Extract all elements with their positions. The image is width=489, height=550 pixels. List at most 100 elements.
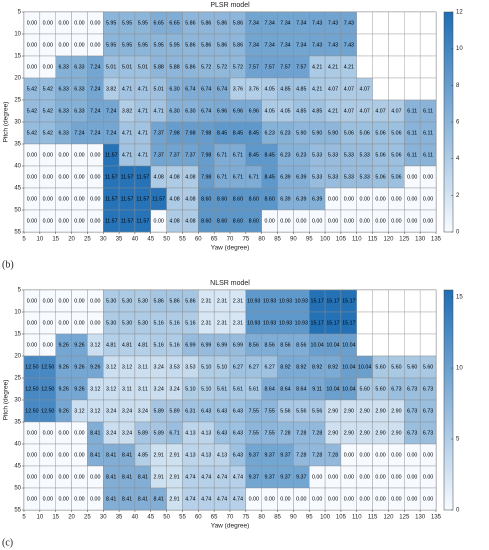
cell-label: 0.00 <box>43 218 53 224</box>
cell-label: 5.89 <box>138 430 148 436</box>
cell-label: 4.81 <box>106 342 116 348</box>
x-axis-label: Yaw (degree) <box>211 523 250 530</box>
cell-label: 7.98 <box>201 174 211 180</box>
colorbar-tick-label: 8 <box>456 83 460 89</box>
cell-label: 10.93 <box>279 320 292 326</box>
y-axis-label: Pitch (degree) <box>3 380 10 421</box>
colorbar-tick-label: 15 <box>456 295 463 301</box>
cell-label: 5.30 <box>122 298 132 304</box>
empty-cell <box>356 33 373 57</box>
y-tick-label: 50 <box>14 486 21 492</box>
y-tick-label: 30 <box>14 398 21 404</box>
cell-label: 0.00 <box>296 496 306 502</box>
empty-cell <box>404 77 421 101</box>
cell-label: 7.24 <box>106 130 116 136</box>
x-tick-label: 130 <box>415 237 426 243</box>
cell-label: 0.00 <box>90 474 100 480</box>
cell-label: 6.99 <box>233 342 243 348</box>
cell-label: 7.34 <box>280 42 290 48</box>
x-tick-label: 40 <box>132 515 139 521</box>
x-tick-label: 85 <box>274 515 281 521</box>
y-tick-label: 20 <box>14 76 21 82</box>
cell-label: 5.86 <box>217 42 227 48</box>
cell-label: 0.00 <box>264 496 274 502</box>
cell-label: 4.13 <box>201 430 211 436</box>
panel-label: (b) <box>2 259 14 270</box>
cell-label: 0.00 <box>74 20 84 26</box>
cell-label: 5.06 <box>360 130 370 136</box>
empty-cell <box>372 55 389 79</box>
cell-label: 6.99 <box>217 342 227 348</box>
cell-label: 9.26 <box>90 364 100 370</box>
cell-label: 4.08 <box>154 174 164 180</box>
x-tick-label: 30 <box>100 237 107 243</box>
x-tick-label: 55 <box>179 515 186 521</box>
cell-label: 4.74 <box>201 474 211 480</box>
x-tick-label: 115 <box>368 237 378 243</box>
cell-label: 2.31 <box>233 320 243 326</box>
x-tick-label: 125 <box>399 237 410 243</box>
cell-label: 0.00 <box>58 196 68 202</box>
cell-label: 6.43 <box>233 452 243 458</box>
cell-label: 5.95 <box>169 42 179 48</box>
cell-label: 4.07 <box>375 108 385 114</box>
cell-label: 4.21 <box>312 64 322 70</box>
cell-label: 0.00 <box>407 496 417 502</box>
cell-label: 3.76 <box>249 86 259 92</box>
cell-label: 9.37 <box>264 452 274 458</box>
cell-label: 0.00 <box>43 298 53 304</box>
cell-label: 4.71 <box>122 86 132 92</box>
cell-label: 4.08 <box>169 218 179 224</box>
cell-label: 4.05 <box>264 86 274 92</box>
cell-label: 9.37 <box>264 474 274 480</box>
empty-cell <box>419 77 437 101</box>
x-tick-label: 130 <box>415 515 426 521</box>
cell-label: 0.00 <box>43 20 53 26</box>
cell-label: 7.57 <box>249 64 259 70</box>
x-tick-label: 20 <box>68 237 75 243</box>
cell-label: 4.13 <box>201 452 211 458</box>
cell-label: 5.33 <box>360 174 370 180</box>
cell-label: 4.74 <box>185 474 195 480</box>
cell-label: 6.71 <box>217 152 227 158</box>
cell-label: 5.42 <box>27 86 37 92</box>
cell-label: 5.89 <box>154 430 164 436</box>
cell-label: 0.00 <box>90 298 100 304</box>
cell-label: 8.64 <box>296 386 306 392</box>
cell-label: 15.17 <box>311 298 324 304</box>
cell-label: 10.93 <box>295 320 308 326</box>
cell-label: 0.00 <box>27 152 37 158</box>
cell-label: 6.99 <box>185 342 195 348</box>
cell-label: 6.27 <box>233 364 243 370</box>
x-tick-label: 95 <box>306 515 313 521</box>
cell-label: 0.00 <box>58 452 68 458</box>
cell-label: 12.50 <box>41 364 54 370</box>
x-tick-label: 50 <box>163 515 170 521</box>
cell-label: 0.00 <box>328 196 338 202</box>
cell-label: 5.56 <box>296 408 306 414</box>
cell-label: 4.74 <box>217 496 227 502</box>
cell-label: 3.24 <box>154 386 164 392</box>
empty-cell <box>404 55 421 79</box>
cell-label: 8.41 <box>106 474 116 480</box>
cell-label: 5.30 <box>138 320 148 326</box>
cell-label: 7.43 <box>312 20 322 26</box>
cell-label: 11.57 <box>105 174 118 180</box>
cell-label: 3.53 <box>169 364 179 370</box>
cell-label: 7.55 <box>249 430 259 436</box>
empty-cell <box>372 289 389 313</box>
cell-label: 12.50 <box>41 408 54 414</box>
cell-label: 6.39 <box>280 174 290 180</box>
colorbar-tick-label: 4 <box>456 156 460 162</box>
cell-label: 0.00 <box>375 196 385 202</box>
colorbar-tick-label: 5 <box>456 437 460 443</box>
x-tick-label: 120 <box>383 237 394 243</box>
empty-cell <box>356 55 373 79</box>
empty-cell <box>356 11 373 35</box>
cell-label: 9.26 <box>74 386 84 392</box>
cell-label: 5.10 <box>217 364 227 370</box>
x-tick-label: 70 <box>227 515 234 521</box>
colorbar-tick-label: 2 <box>456 193 460 199</box>
cell-label: 7.24 <box>90 108 100 114</box>
cell-label: 0.00 <box>43 320 53 326</box>
